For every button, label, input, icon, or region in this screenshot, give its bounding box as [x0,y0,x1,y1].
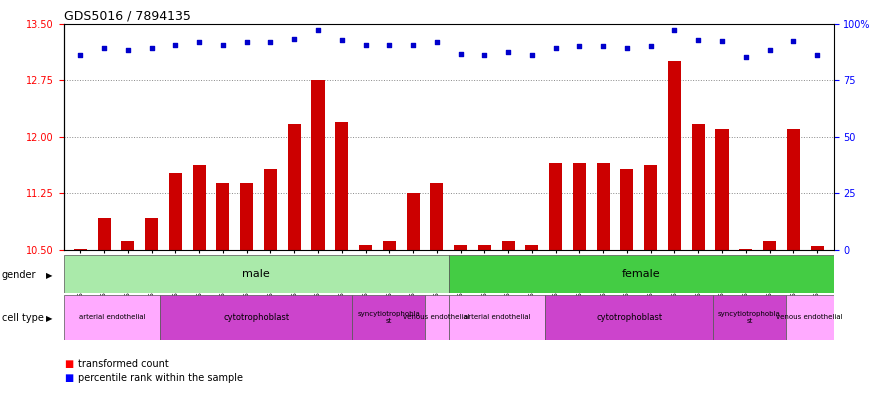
Bar [739,249,752,250]
Point [120,47,135,53]
Point [810,52,824,59]
Text: male: male [242,269,270,279]
Bar [430,183,443,250]
Bar [787,129,800,250]
Bar [145,218,158,250]
Point [311,26,325,33]
Text: percentile rank within the sample: percentile rank within the sample [78,373,242,383]
Point [477,52,491,59]
Point [691,37,705,43]
Bar [502,241,515,250]
Text: cytotrophoblast: cytotrophoblast [223,313,289,322]
Text: ▶: ▶ [46,314,52,323]
Bar [545,295,713,340]
Bar [449,255,834,293]
Bar [715,129,728,250]
Point [358,42,373,48]
Bar [406,193,419,250]
Bar [352,295,425,340]
Bar [64,295,160,340]
Text: ▶: ▶ [46,271,52,279]
Point [335,37,349,43]
Bar [573,163,586,250]
Bar [786,295,834,340]
Text: arterial endothelial: arterial endothelial [79,314,145,320]
Bar [620,169,634,250]
Bar [169,173,182,250]
Bar [478,245,491,250]
Point [596,43,611,50]
Point [382,42,396,48]
Bar [64,255,449,293]
Bar [335,121,349,250]
Bar [596,163,610,250]
Bar [288,124,301,250]
Bar [811,246,824,250]
Bar [549,163,562,250]
Bar [382,241,396,250]
Point [573,43,587,50]
Point [739,54,753,61]
Bar [121,241,135,250]
Bar [449,295,545,340]
Text: ■: ■ [64,373,73,383]
Bar [644,165,658,250]
Text: transformed count: transformed count [78,358,169,369]
Point [287,35,301,42]
Bar [713,295,786,340]
Bar [193,165,205,250]
Point [97,44,112,51]
Text: gender: gender [2,270,36,280]
Point [715,38,729,44]
Bar [73,249,87,250]
Bar [312,80,325,250]
Bar [359,245,372,250]
Point [786,38,800,44]
Bar [217,183,229,250]
Point [525,52,539,59]
Point [763,47,777,53]
Bar [240,183,253,250]
Bar [763,241,776,250]
Point [430,39,444,46]
Text: arterial endothelial: arterial endothelial [464,314,530,320]
Text: cell type: cell type [2,313,43,323]
Point [168,42,182,48]
Point [192,39,206,46]
Text: ■: ■ [64,358,73,369]
Bar [425,295,449,340]
Bar [160,295,352,340]
Point [406,42,420,48]
Point [643,43,658,50]
Point [73,52,88,59]
Point [667,26,681,33]
Point [264,39,278,45]
Text: venous endothelial: venous endothelial [776,314,843,320]
Point [216,42,230,48]
Point [144,44,158,51]
Point [620,45,634,51]
Text: female: female [622,269,660,279]
Point [549,44,563,51]
Text: GDS5016 / 7894135: GDS5016 / 7894135 [64,10,190,23]
Bar [692,124,704,250]
Bar [668,61,681,250]
Bar [526,245,538,250]
Text: syncytiotrophobla
st: syncytiotrophobla st [718,311,781,324]
Bar [97,218,111,250]
Text: venous endothelial: venous endothelial [404,314,470,320]
Text: cytotrophoblast: cytotrophoblast [596,313,662,322]
Point [453,51,467,57]
Point [240,39,254,46]
Point [501,49,515,55]
Bar [264,169,277,250]
Bar [454,245,467,250]
Text: syncytiotrophobla
st: syncytiotrophobla st [358,311,419,324]
